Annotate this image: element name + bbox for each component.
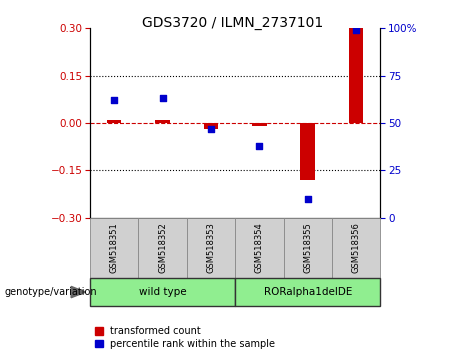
Bar bbox=[235, 218, 284, 278]
Bar bbox=[107, 120, 121, 123]
Bar bbox=[235, 278, 380, 306]
Text: wild type: wild type bbox=[139, 287, 186, 297]
Point bbox=[352, 27, 360, 33]
Point bbox=[255, 143, 263, 149]
Text: GSM518356: GSM518356 bbox=[352, 222, 361, 273]
Bar bbox=[252, 123, 266, 126]
Bar bbox=[155, 120, 170, 123]
Text: GSM518353: GSM518353 bbox=[207, 222, 215, 273]
Text: GSM518354: GSM518354 bbox=[255, 222, 264, 273]
Point bbox=[304, 196, 312, 202]
Legend: transformed count, percentile rank within the sample: transformed count, percentile rank withi… bbox=[95, 326, 275, 349]
Text: genotype/variation: genotype/variation bbox=[5, 287, 97, 297]
Text: RORalpha1delDE: RORalpha1delDE bbox=[264, 287, 352, 297]
Bar bbox=[138, 218, 187, 278]
Text: GSM518355: GSM518355 bbox=[303, 222, 312, 273]
Bar bbox=[90, 278, 235, 306]
Bar bbox=[90, 218, 138, 278]
Text: GSM518351: GSM518351 bbox=[110, 222, 118, 273]
Bar bbox=[301, 123, 315, 180]
Point bbox=[207, 126, 214, 132]
Bar bbox=[187, 218, 235, 278]
Bar bbox=[332, 218, 380, 278]
Bar bbox=[284, 218, 332, 278]
Bar bbox=[204, 123, 218, 129]
Text: GSM518352: GSM518352 bbox=[158, 222, 167, 273]
Text: GDS3720 / ILMN_2737101: GDS3720 / ILMN_2737101 bbox=[142, 16, 324, 30]
Bar bbox=[349, 28, 363, 123]
Point bbox=[159, 96, 166, 101]
Point bbox=[110, 97, 118, 103]
Polygon shape bbox=[71, 286, 86, 298]
